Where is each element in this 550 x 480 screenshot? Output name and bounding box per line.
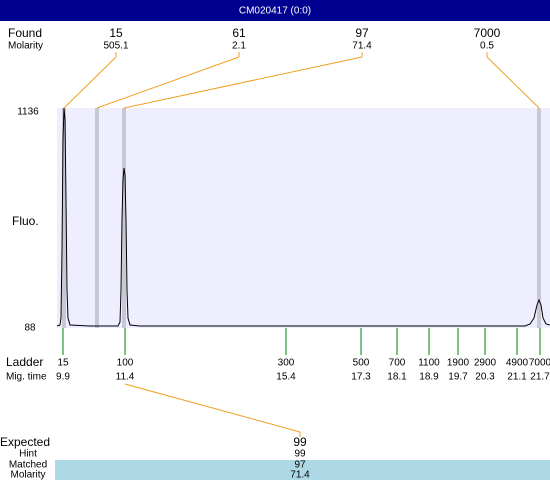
ladder-size: 1900 [447,358,470,369]
peak-connector [486,56,540,109]
matched-molarity-label: Molarity [10,470,45,480]
peak-band [62,108,66,328]
peak-connector [123,56,363,109]
matched-value: 97 [294,460,306,471]
peak-connector [63,56,117,109]
title-bar [0,0,550,21]
found-size: 97 [355,26,369,40]
found-size: 61 [232,26,246,40]
matched-molarity-value: 71.4 [290,470,310,480]
peak-connector [96,56,240,109]
ladder-time: 19.7 [448,372,468,383]
peak-band [95,108,99,328]
ladder-size: 4900 [506,358,529,369]
found-size: 7000 [474,26,501,40]
ladder-time: 18.1 [387,372,407,383]
ladder-time: 9.9 [56,372,70,383]
mig-time-label: Mig. time [6,372,47,383]
ladder-time: 20.3 [475,372,495,383]
found-label: Found [8,26,42,40]
molarity-label: Molarity [8,41,43,52]
found-molarity: 2.1 [232,41,246,52]
ladder-size: 100 [117,358,134,369]
ladder-size: 15 [57,358,69,369]
found-molarity: 0.5 [480,41,494,52]
fluorescence-trace [56,107,550,327]
peak-band [537,108,541,328]
matched-label: Matched [9,460,47,471]
ladder-time: 18.9 [419,372,439,383]
y-axis-label: Fluo. [12,214,39,228]
ladder-size: 2900 [474,358,497,369]
y-top-label: 1136 [17,107,39,118]
found-molarity: 505.1 [103,41,128,52]
ladder-time: 21.7 [530,372,550,383]
ladder-time: 15.4 [276,372,296,383]
expected-connector [124,383,301,433]
matched-band [55,460,550,480]
expected-value: 99 [293,435,307,449]
peak-band [122,108,126,328]
ladder-size: 7000 [529,358,550,369]
ladder-size: 300 [278,358,295,369]
hint-label: Hint [19,449,37,460]
ladder-time: 17.3 [351,372,371,383]
y-bottom-label: 88 [24,323,36,334]
hint-value: 99 [294,449,306,460]
ladder-size: 1100 [418,358,440,369]
ladder-time: 11.4 [116,372,135,383]
ladder-size: 500 [353,358,370,369]
ladder-time: 21.1 [507,372,527,383]
window-title: CM020417 (0:0) [239,6,311,17]
plot-area [57,108,550,328]
found-molarity: 71.4 [352,41,372,52]
ladder-size: 700 [389,358,406,369]
ladder-label: Ladder [6,355,43,369]
expected-label: Expected [0,435,50,449]
found-size: 15 [109,26,123,40]
